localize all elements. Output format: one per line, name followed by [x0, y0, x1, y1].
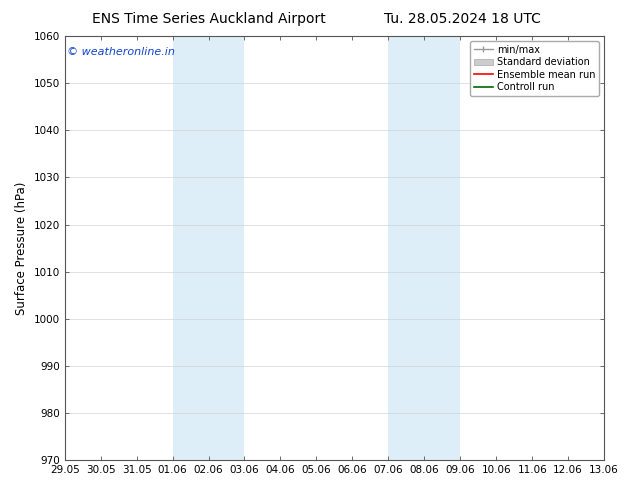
Bar — [172, 36, 245, 460]
Legend: min/max, Standard deviation, Ensemble mean run, Controll run: min/max, Standard deviation, Ensemble me… — [470, 41, 599, 96]
Text: Tu. 28.05.2024 18 UTC: Tu. 28.05.2024 18 UTC — [384, 12, 541, 26]
Text: © weatheronline.in: © weatheronline.in — [67, 47, 175, 57]
Text: ENS Time Series Auckland Airport: ENS Time Series Auckland Airport — [93, 12, 326, 26]
Y-axis label: Surface Pressure (hPa): Surface Pressure (hPa) — [15, 181, 28, 315]
Bar — [389, 36, 460, 460]
